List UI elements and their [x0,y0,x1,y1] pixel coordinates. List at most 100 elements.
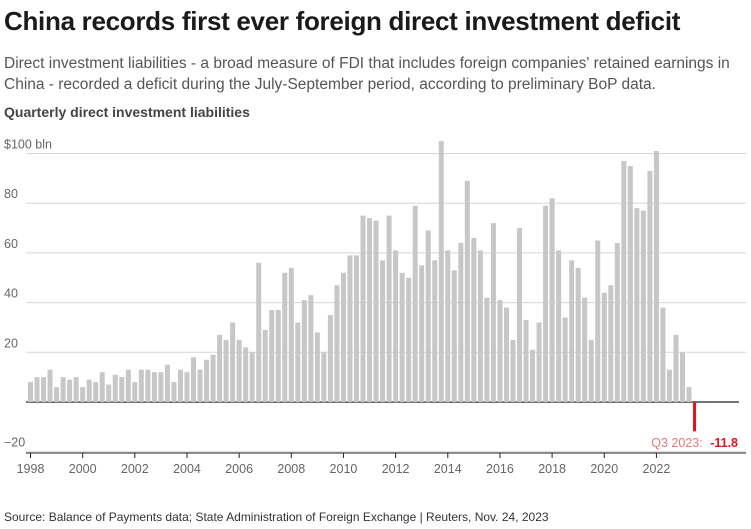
bar [249,352,255,402]
bar [41,377,47,402]
bar [269,310,275,402]
bar [523,319,529,402]
bar [112,374,118,402]
bar [673,334,679,402]
bar [223,339,229,402]
bar [614,242,620,402]
bar [458,242,464,402]
bar [347,255,353,402]
bar [230,322,236,402]
bar [660,307,666,402]
bar [406,277,412,402]
bar [412,205,418,402]
bar [80,387,86,402]
bar [236,339,242,402]
bar [490,223,496,402]
bar [158,372,164,402]
x-tick-label: 2022 [643,462,671,476]
bar [86,379,92,402]
bar [327,315,333,402]
bar [380,260,386,402]
bar [432,260,438,402]
bar [119,377,125,402]
bar [373,220,379,402]
annotation: Q3 2023: -11.8 [651,436,738,450]
bar [177,369,183,402]
bar [666,369,672,402]
x-tick-label: 2018 [538,462,566,476]
annotation-label-text: Q3 2023: [651,436,702,450]
bar [484,297,490,402]
bar [262,329,268,402]
bar [634,208,640,402]
bar [243,347,249,402]
bar [93,382,99,402]
bar [543,205,549,402]
bar [204,359,210,402]
bar [517,228,522,402]
x-tick-label: 2004 [173,462,201,476]
x-tick-label: 2006 [225,462,253,476]
bar [28,382,33,402]
x-tick-label: 2000 [69,462,97,476]
bar [47,369,53,402]
x-axis: 1998 2000 2002 2004 2006 2008 2010 2012 2014 2016… [17,452,746,476]
annotation-value: -11.8 [710,436,738,450]
bar [275,310,281,402]
bar [288,267,294,402]
bar [530,349,536,402]
bar [575,267,581,402]
chart-title: China records first ever foreign direct … [4,6,681,36]
bar [497,300,503,402]
bar [399,272,405,402]
bar [73,377,79,402]
bar [419,265,425,402]
bar [217,334,223,402]
y-tick-label: $100 bln [4,138,52,152]
bar [549,198,555,402]
x-tick-label: 2012 [382,462,410,476]
bar [386,215,392,402]
bar [588,339,594,402]
y-tick-label: 20 [4,336,18,350]
source-note: Source: Balance of Payments data; State … [4,510,549,524]
bars [28,141,697,432]
bar [210,354,216,402]
bar [608,285,614,402]
plot-title: Quarterly direct investment liabilities [4,104,250,120]
bar [556,250,562,402]
bar [125,369,131,402]
x-tick-label: 2020 [590,462,618,476]
y-tick-label: 80 [4,187,18,201]
bar [282,272,288,402]
bar [308,295,314,402]
bar [54,387,60,402]
bar [340,272,346,402]
x-tick-label: 2002 [121,462,149,476]
bar [34,377,40,402]
bar [67,379,73,402]
bar [393,250,399,402]
bar [60,377,66,402]
x-tick-label: 2016 [486,462,514,476]
bar [425,230,431,402]
bar [164,364,170,402]
x-tick-label: 2008 [277,462,305,476]
bar [171,382,177,402]
y-axis-labels: −20 20 40 60 80 $100 bln [4,138,52,450]
bar [536,322,542,402]
bar [621,160,627,402]
chart-subtitle: Direct investment liabilities - a broad … [4,55,730,93]
bar [295,322,301,402]
x-tick-label: 2010 [330,462,358,476]
bar [106,384,112,402]
bar [145,369,151,402]
bar [464,180,470,402]
y-tick-label: −20 [4,436,25,450]
x-tick-label: 1998 [17,462,45,476]
bar [477,250,483,402]
bar [314,332,320,402]
bar [99,372,105,402]
bar [360,215,366,402]
